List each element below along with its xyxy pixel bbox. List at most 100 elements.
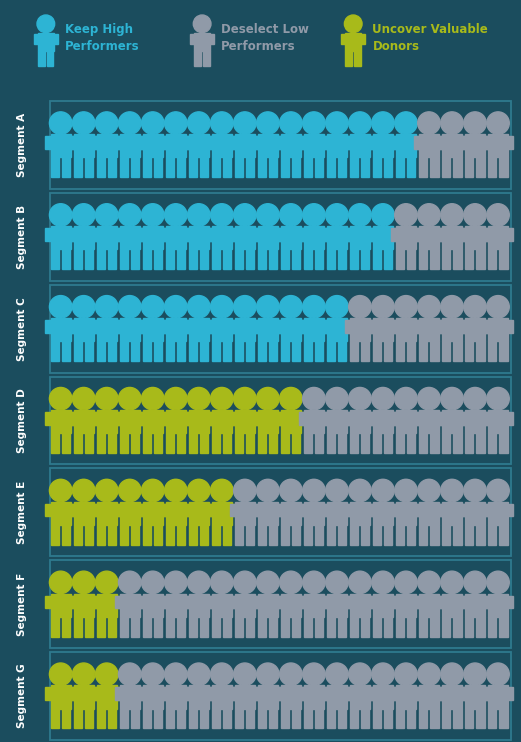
Bar [338,249,346,269]
Bar [117,504,122,516]
Bar [117,320,122,332]
Circle shape [371,663,394,686]
Circle shape [280,204,302,226]
Bar [258,134,278,157]
Bar [393,137,398,149]
Bar [166,157,174,177]
Bar [350,134,370,157]
Bar [154,617,162,637]
Bar [62,341,70,361]
Bar [327,709,336,729]
Bar [396,410,416,433]
Bar [442,134,462,157]
Bar [278,688,283,700]
Bar [68,320,74,332]
Bar [373,433,381,453]
Circle shape [464,387,486,410]
Circle shape [72,387,95,410]
Circle shape [142,663,164,686]
Circle shape [326,663,348,686]
Circle shape [210,387,233,410]
Bar [465,157,474,177]
Bar [345,229,350,241]
Bar [230,688,235,700]
Bar [430,525,439,545]
Bar [34,34,38,45]
Circle shape [303,387,325,410]
Bar [437,504,442,516]
Bar [212,341,220,361]
Bar [437,137,442,149]
Bar [108,433,116,453]
Bar [51,410,70,433]
Bar [508,320,513,332]
Bar [393,412,398,424]
Bar [327,134,347,157]
Bar [439,137,444,149]
Bar [51,341,59,361]
Bar [115,412,120,424]
Bar [108,249,116,269]
Bar [419,410,439,433]
Bar [70,412,76,424]
Bar [462,320,467,332]
Bar [50,193,511,280]
Bar [246,525,254,545]
Text: Uncover Valuable: Uncover Valuable [373,23,488,36]
Bar [442,318,462,341]
Bar [345,320,350,332]
Bar [45,229,51,241]
Bar [301,137,306,149]
Bar [338,525,346,545]
Bar [465,341,474,361]
Bar [442,157,451,177]
Circle shape [118,204,141,226]
Bar [304,157,312,177]
Bar [488,525,497,545]
Bar [488,157,497,177]
Bar [276,688,281,700]
Bar [324,688,329,700]
Bar [361,249,369,269]
Bar [485,596,490,608]
Circle shape [72,663,95,686]
Bar [419,318,439,341]
Circle shape [441,112,463,134]
Bar [508,504,513,516]
Bar [508,137,513,149]
Bar [94,596,99,608]
Bar [276,596,281,608]
Bar [269,709,277,729]
Bar [163,596,168,608]
Bar [74,433,82,453]
Bar [255,596,260,608]
Bar [338,617,346,637]
Bar [368,137,373,149]
Bar [327,502,347,525]
Bar [74,410,94,433]
Text: Donors: Donors [373,40,419,53]
Bar [255,320,260,332]
Bar [92,504,97,516]
Text: Segment E: Segment E [17,481,27,544]
Bar [163,688,168,700]
Bar [183,229,189,241]
Circle shape [349,571,371,594]
Bar [246,249,254,269]
Bar [465,502,485,525]
Bar [384,709,392,729]
Circle shape [418,663,440,686]
Bar [281,617,289,637]
Bar [138,504,143,516]
Bar [235,502,255,525]
Bar [488,318,508,341]
Bar [476,341,485,361]
Bar [499,249,507,269]
Bar [315,341,324,361]
Bar [488,502,508,525]
Bar [361,34,365,45]
Circle shape [233,571,256,594]
Bar [258,709,266,729]
Bar [108,617,116,637]
Circle shape [349,387,371,410]
